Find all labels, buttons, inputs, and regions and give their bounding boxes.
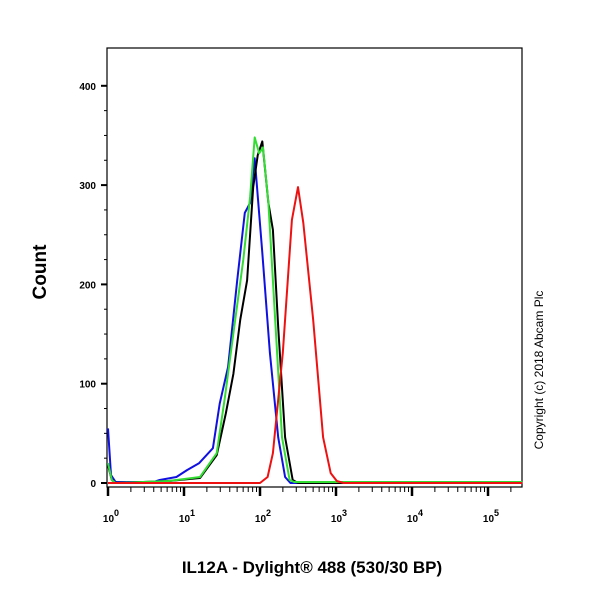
x-tick-exp: 1: [190, 508, 195, 518]
x-tick-base: 10: [103, 514, 115, 525]
x-tick-label: 101: [179, 508, 195, 525]
series-red-line: [108, 186, 523, 484]
y-tick-label: 100: [79, 380, 96, 391]
x-tick-exp: 3: [342, 508, 347, 518]
copyright-annotation: Copyright (c) 2018 Abcam Plc: [532, 291, 546, 450]
x-tick-base: 10: [255, 514, 267, 525]
series-group: [107, 136, 523, 484]
y-axis-label: Count: [30, 244, 51, 300]
y-tick-label: 400: [79, 82, 96, 93]
x-tick-exp: 5: [494, 508, 499, 518]
y-tick-label: 200: [79, 280, 96, 291]
x-tick-exp: 4: [418, 508, 423, 518]
x-tick-label: 103: [331, 508, 347, 525]
x-tick-base: 10: [483, 514, 495, 525]
y-tick-label: 0: [90, 479, 96, 490]
x-tick-base: 10: [407, 514, 419, 525]
x-tick-label: 100: [103, 508, 119, 525]
x-tick-base: 10: [179, 514, 191, 525]
x-tick-base: 10: [331, 514, 343, 525]
y-tick-label: 300: [79, 181, 96, 192]
series-green-line: [107, 136, 523, 484]
plot-frame: [106, 47, 523, 488]
series-blue-line: [107, 157, 523, 484]
x-tick-label: 105: [483, 508, 499, 525]
series-black-line: [107, 140, 523, 484]
y-axis: 0 100 200 300 400: [79, 82, 107, 490]
x-tick-exp: 2: [266, 508, 271, 518]
x-axis-label: IL12A - Dylight® 488 (530/30 BP): [182, 558, 442, 577]
x-tick-exp: 0: [114, 508, 119, 518]
x-tick-label: 104: [407, 508, 423, 525]
x-tick-label: 102: [255, 508, 271, 525]
